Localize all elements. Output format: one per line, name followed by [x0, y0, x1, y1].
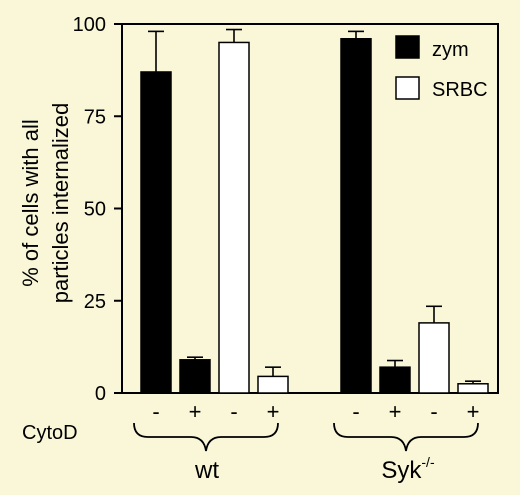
group-label-syk: Syk-/-	[381, 454, 435, 484]
y-tick-label: 50	[84, 199, 106, 221]
y-axis-title: % of cells with all particles internaliz…	[18, 103, 73, 304]
cytod-sign: +	[467, 399, 480, 424]
y-tick-label: 75	[84, 106, 106, 128]
bar-srbc	[457, 383, 489, 394]
bar-zym	[340, 38, 372, 394]
bar-srbc	[218, 41, 250, 394]
y-tick-label: 100	[73, 14, 106, 36]
cytod-label: CytoD	[22, 422, 78, 444]
plot-frame	[121, 23, 499, 394]
bar-zym	[140, 71, 172, 394]
legend-label-srbc: SRBC	[432, 79, 488, 101]
cytod-sign: +	[189, 399, 202, 424]
cytod-sign: +	[389, 399, 402, 424]
error-bars	[148, 28, 481, 384]
bar-srbc	[418, 322, 450, 394]
legend-swatch-srbc	[395, 76, 420, 100]
cytod-sign: -	[430, 399, 437, 424]
bar-srbc	[257, 375, 289, 394]
cytod-sign: +	[267, 399, 280, 424]
group-label-syk-main: Syk	[381, 457, 422, 484]
group-label-wt: wt	[194, 457, 219, 484]
y-axis-ticks: 0 25 50 75 100	[73, 14, 122, 405]
cytod-sign: -	[352, 399, 359, 424]
cytod-signs: - + - + - + - +	[152, 399, 479, 424]
group-brace-syk	[333, 422, 479, 452]
legend: zym SRBC	[395, 35, 488, 101]
y-tick-label: 25	[84, 291, 106, 313]
legend-label-zym: zym	[432, 39, 469, 61]
group-label-syk-sup: -/-	[421, 454, 435, 470]
bar-zym	[179, 359, 211, 394]
legend-swatch-zym	[395, 35, 420, 59]
bar-zym	[379, 366, 411, 394]
cytod-sign: -	[152, 399, 159, 424]
y-axis-title-line2: particles internalized	[48, 103, 73, 304]
group-brace-wt	[133, 422, 279, 452]
y-axis-title-line1: % of cells with all	[18, 119, 43, 287]
cytod-sign: -	[230, 399, 237, 424]
y-tick-label: 0	[95, 383, 106, 405]
